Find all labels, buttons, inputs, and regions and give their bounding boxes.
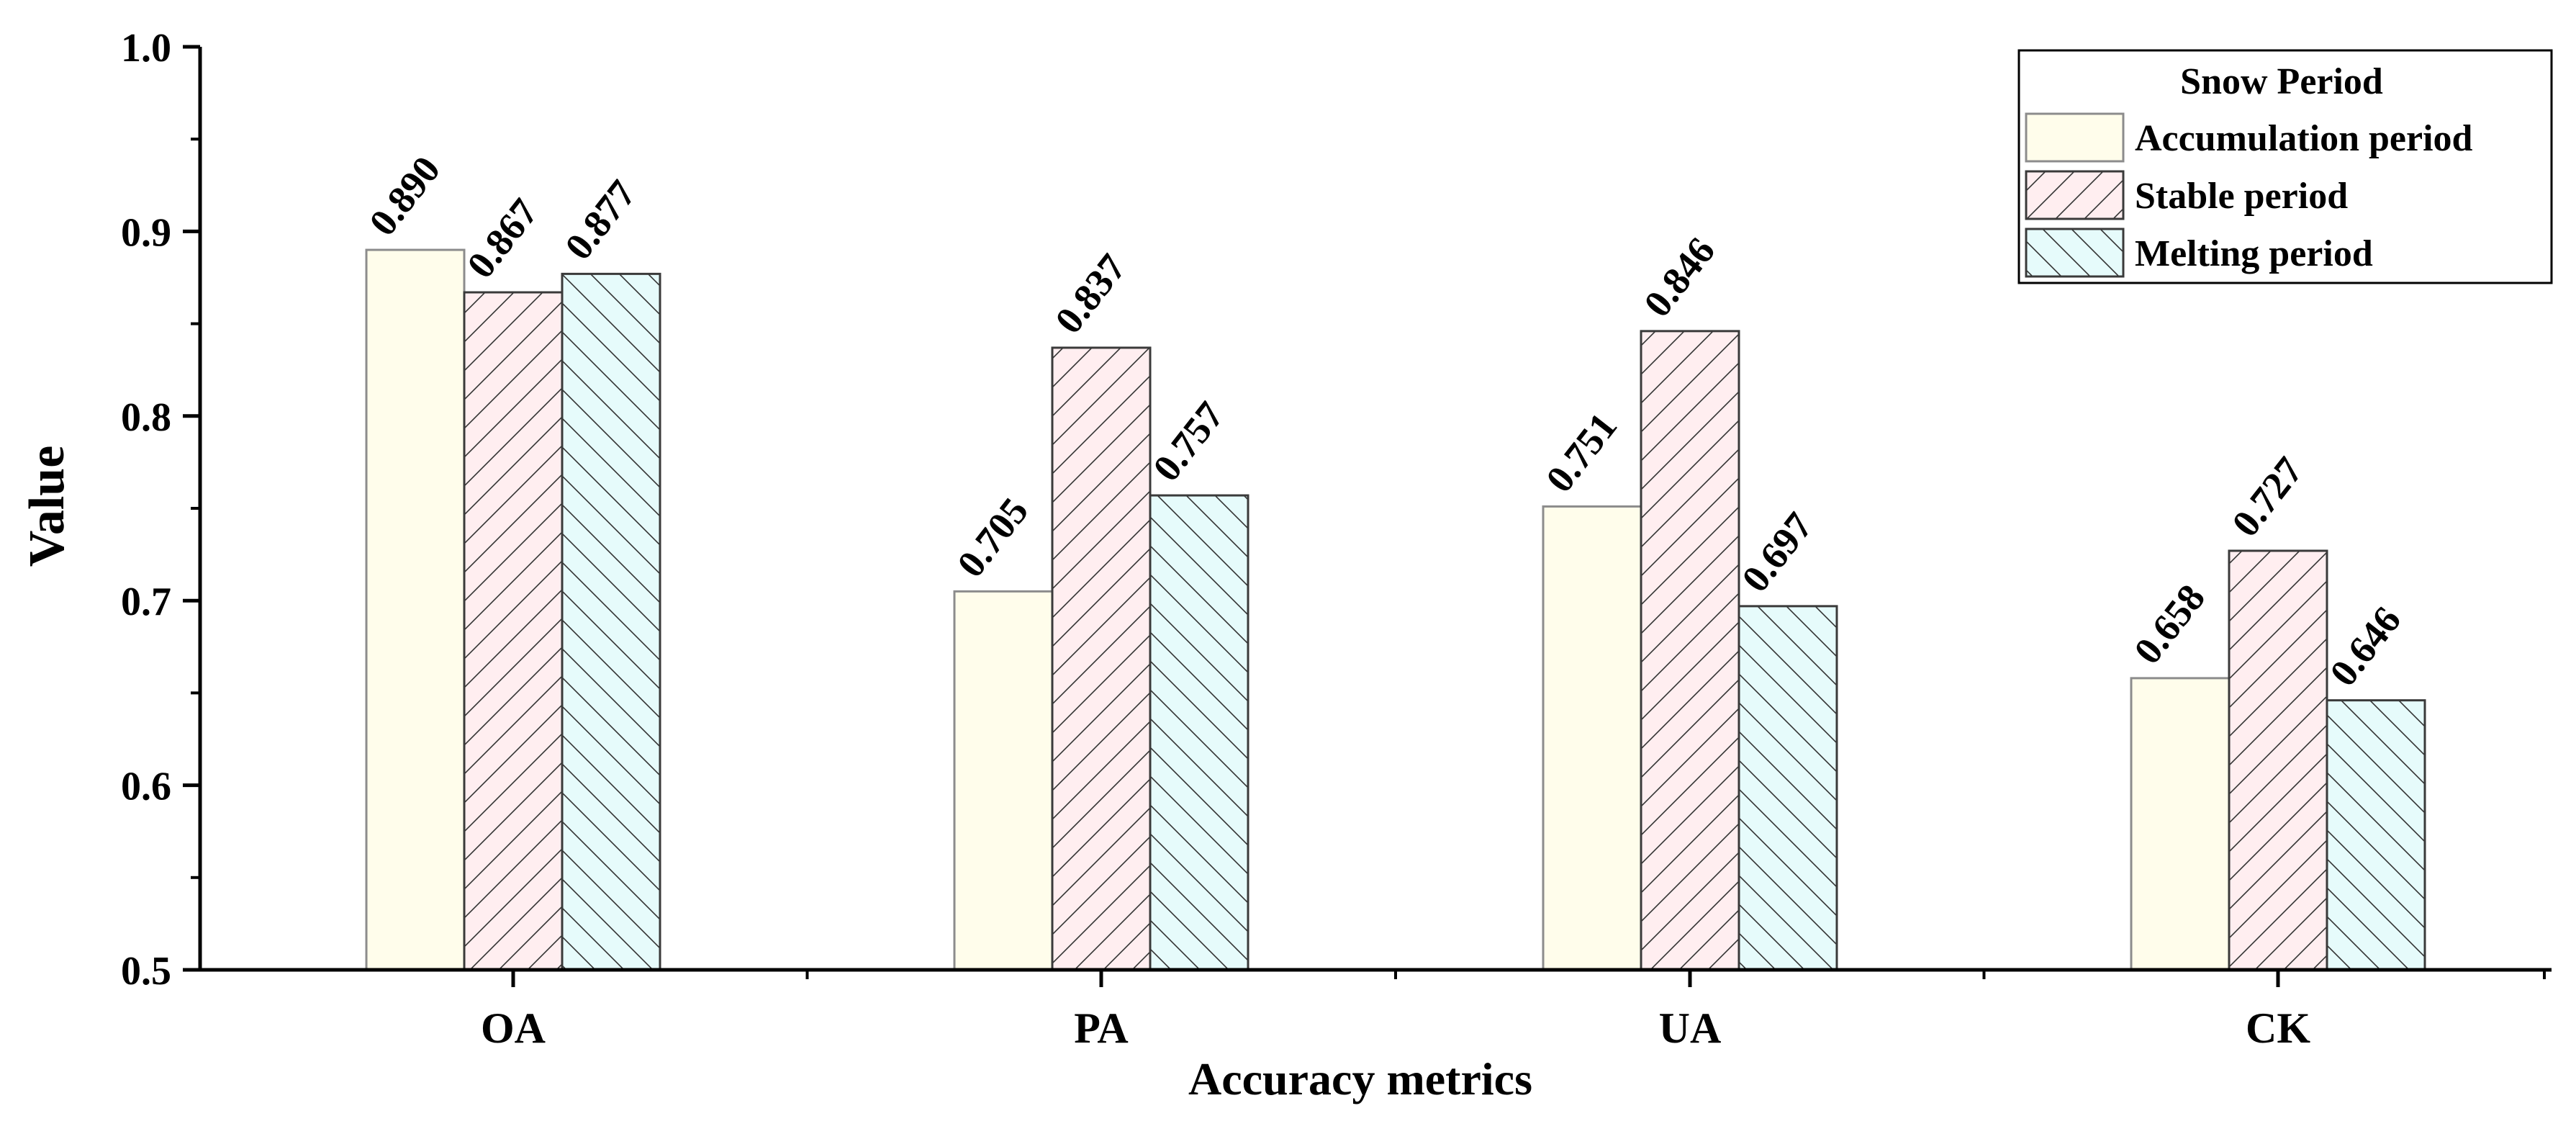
- y-tick-label: 0.8: [121, 395, 171, 440]
- legend-swatch-1: [2025, 112, 2125, 163]
- legend-swatch-2: [2025, 170, 2125, 220]
- y-tick-label: 0.6: [121, 765, 171, 809]
- y-tick-label: 0.5: [121, 949, 171, 994]
- y-tick-label: 0.7: [121, 580, 171, 624]
- y-tick-label: 0.9: [121, 210, 171, 255]
- data-label-ua-series-1: 0.751: [1537, 405, 1625, 500]
- x-tick-label-pa: PA: [1074, 1004, 1129, 1052]
- data-label-ua-series-2: 0.846: [1635, 230, 1723, 325]
- x-tick-label-oa: OA: [481, 1004, 546, 1052]
- legend-swatch-3: [2025, 228, 2125, 278]
- data-label-ck-series-2: 0.727: [2223, 449, 2311, 545]
- y-axis-title: Value: [19, 446, 75, 567]
- legend-label-1: Accumulation period: [2135, 118, 2473, 159]
- data-label-pa-series-1: 0.705: [949, 490, 1036, 585]
- bar-ck-series-3: [2326, 699, 2426, 971]
- data-label-ck-series-1: 0.658: [2125, 577, 2213, 672]
- bar-ua-series-1-fill: [1543, 506, 1641, 970]
- legend: Snow Period Accumulation period Stable pe…: [2017, 49, 2553, 284]
- bar-ck-series-2: [2228, 549, 2328, 971]
- data-label-oa-series-1: 0.890: [361, 148, 448, 244]
- data-label-ck-series-3: 0.646: [2321, 598, 2409, 694]
- data-label-ua-series-3: 0.697: [1733, 505, 1821, 600]
- y-tick-label: 1.0: [121, 26, 171, 71]
- bar-ua-series-2: [1640, 330, 1740, 971]
- bars-layer: [365, 248, 2426, 971]
- legend-label-3: Melting period: [2135, 233, 2373, 274]
- x-axis-title: Accuracy metrics: [1188, 1053, 1532, 1104]
- legend-label-2: Stable period: [2135, 176, 2348, 217]
- data-label-pa-series-3: 0.757: [1144, 394, 1232, 490]
- legend-swatch-fill-1: [2026, 114, 2123, 161]
- bar-pa-series-1-fill: [954, 591, 1052, 970]
- bar-oa-series-1-fill: [366, 250, 464, 970]
- bar-oa-series-3: [561, 272, 661, 971]
- legend-title: Snow Period: [2180, 61, 2383, 102]
- bar-ua-series-3: [1737, 605, 1838, 971]
- bar-pa-series-3: [1149, 494, 1249, 971]
- x-tick-label-ua: UA: [1659, 1004, 1722, 1052]
- bar-ck-series-1-fill: [2131, 678, 2229, 970]
- bar-pa-series-2: [1051, 346, 1152, 971]
- axes-layer: 0.5 0.6 0.7 0.8 0.9 1.0 OA PA UA CK: [121, 26, 2552, 1052]
- x-tick-label-ck: CK: [2246, 1004, 2310, 1052]
- data-label-oa-series-2: 0.867: [458, 191, 546, 287]
- data-label-oa-series-3: 0.877: [556, 172, 644, 268]
- data-label-pa-series-2: 0.837: [1047, 246, 1134, 342]
- bar-oa-series-2: [463, 291, 564, 971]
